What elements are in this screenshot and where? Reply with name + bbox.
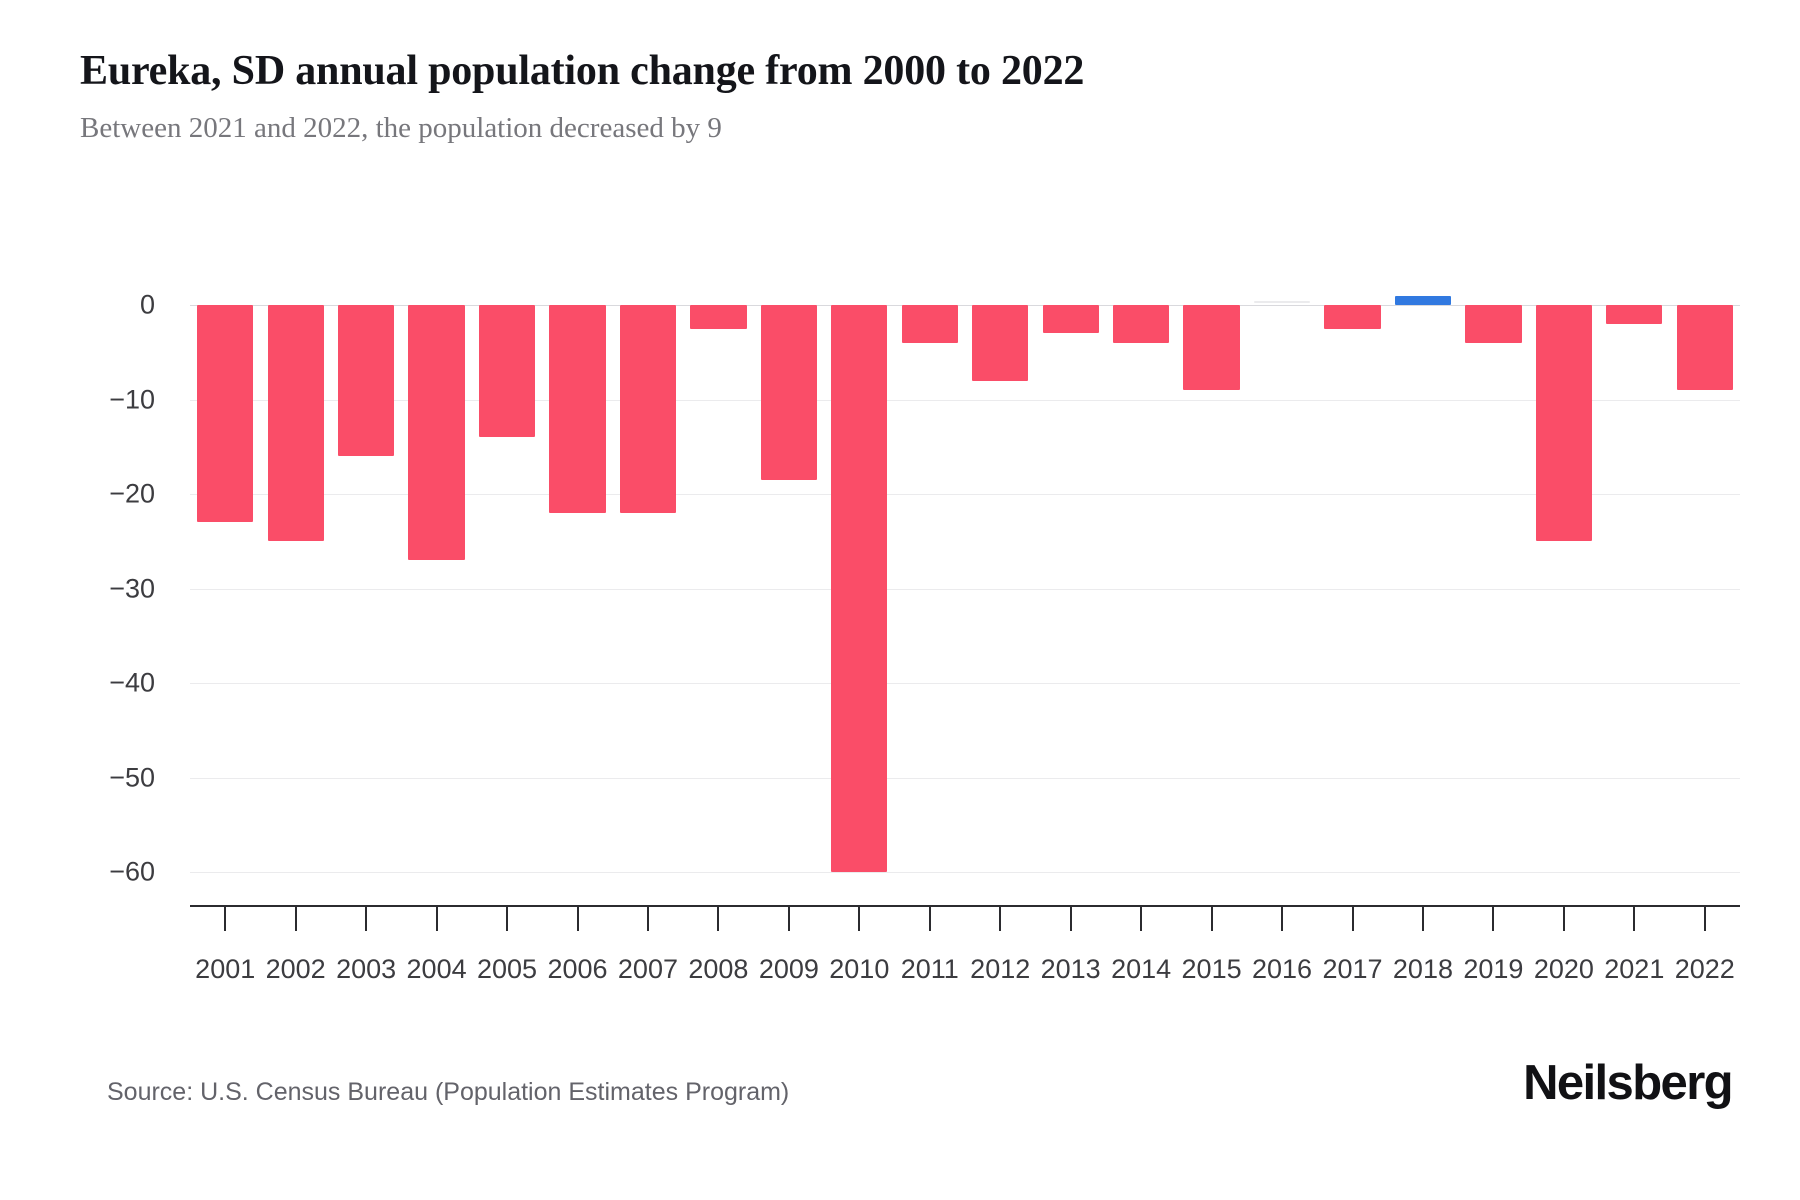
x-axis-tick-label-2022: 2022 — [1674, 954, 1735, 984]
x-axis-tick-label-2020: 2020 — [1533, 954, 1594, 984]
x-axis-tick-mark — [365, 907, 368, 931]
gridline — [190, 872, 1740, 873]
x-axis-tick-label-2016: 2016 — [1251, 954, 1313, 984]
x-axis-tick-mark — [1562, 907, 1565, 931]
x-axis-tick-label-2003: 2003 — [336, 954, 397, 984]
y-axis-tick-label: −20 — [109, 478, 155, 509]
x-axis-tick-mark — [999, 907, 1002, 931]
bar-2006[interactable] — [549, 305, 606, 513]
bar-2022[interactable] — [1676, 305, 1733, 391]
y-axis-tick-label: −40 — [109, 667, 155, 698]
x-axis-tick-label-2006: 2006 — [547, 954, 608, 984]
bar-2010[interactable] — [831, 305, 888, 872]
x-axis-tick-label-2019: 2019 — [1463, 954, 1524, 984]
bar-2009[interactable] — [760, 305, 818, 480]
x-axis-tick-label-2004: 2004 — [406, 954, 467, 984]
x-axis-tick-mark — [1492, 907, 1495, 931]
x-axis-line — [190, 905, 1740, 907]
neilsberg-logo: Neilsberg — [1523, 1056, 1734, 1110]
x-axis-tick-label-2011: 2011 — [900, 954, 959, 984]
page-title: Eureka, SD annual population change from… — [80, 48, 1085, 94]
bar-2019[interactable] — [1465, 305, 1522, 343]
x-axis-tick-mark — [1210, 907, 1213, 931]
bar-2014[interactable] — [1112, 305, 1170, 343]
x-axis-tick-label-2001: 2001 — [195, 954, 256, 984]
bar-2008[interactable] — [690, 305, 747, 329]
bar-2007[interactable] — [619, 305, 677, 513]
source-note: Source: U.S. Census Bureau (Population E… — [107, 1078, 790, 1106]
bar-2018[interactable] — [1394, 295, 1452, 305]
x-axis-tick-mark — [224, 907, 227, 931]
x-axis-tick-mark — [294, 907, 297, 931]
x-axis-tick-label-2002: 2002 — [265, 954, 326, 984]
bar-2020[interactable] — [1535, 305, 1593, 542]
bar-2005[interactable] — [478, 305, 536, 438]
y-axis-tick-label: 0 — [139, 289, 155, 320]
bar-2016[interactable] — [1253, 301, 1311, 303]
gridline — [190, 588, 1740, 590]
x-axis-tick-mark — [717, 907, 720, 931]
x-axis-tick-mark — [1281, 907, 1284, 931]
gridline — [190, 683, 1740, 684]
bar-2002[interactable] — [267, 305, 324, 542]
x-axis-tick-mark — [858, 907, 861, 931]
chart-header: Eureka, SD annual population change from… — [80, 48, 1730, 146]
x-axis-tick-label-2013: 2013 — [1040, 954, 1101, 984]
bar-2004[interactable] — [408, 305, 465, 561]
zero-axis-line — [190, 305, 1740, 306]
x-axis-tick-mark — [1140, 907, 1143, 931]
x-axis-tick-mark — [1703, 907, 1706, 931]
gridline — [190, 494, 1740, 495]
x-axis-tick-label-2021: 2021 — [1604, 954, 1665, 984]
bar-2021[interactable] — [1606, 305, 1663, 324]
chart-subtitle: Between 2021 and 2022, the population de… — [80, 112, 722, 145]
x-axis-tick-label-2017: 2017 — [1322, 954, 1383, 984]
x-axis-tick-label-2010: 2010 — [829, 954, 890, 984]
y-axis-tick-label: −60 — [109, 856, 155, 887]
x-axis-tick-label-2008: 2008 — [688, 954, 749, 984]
bar-2003[interactable] — [337, 305, 395, 457]
bar-2011[interactable] — [901, 305, 958, 343]
bar-2001[interactable] — [197, 305, 254, 523]
gridline — [190, 399, 1740, 401]
x-axis-tick-mark — [576, 907, 579, 931]
x-axis-tick-label-2012: 2012 — [970, 954, 1031, 984]
bar-2012[interactable] — [972, 305, 1029, 381]
x-axis-tick-mark — [506, 907, 509, 931]
x-axis-tick-mark — [928, 907, 931, 931]
y-axis-tick-label: −50 — [109, 762, 155, 792]
x-axis-tick-mark — [1351, 907, 1354, 931]
y-axis-tick-label: −10 — [109, 384, 155, 414]
bar-2015[interactable] — [1183, 305, 1240, 391]
x-axis-tick-mark — [1421, 907, 1424, 931]
x-axis-tick-label-2015: 2015 — [1181, 954, 1242, 984]
x-axis-tick-mark — [435, 907, 438, 931]
gridline — [190, 777, 1740, 779]
x-axis-tick-mark — [1069, 907, 1072, 931]
bar-2013[interactable] — [1042, 305, 1099, 334]
x-axis-tick-label-2014: 2014 — [1111, 954, 1172, 984]
x-axis-tick-mark — [787, 907, 790, 931]
x-axis-tick-label-2005: 2005 — [476, 954, 538, 984]
x-axis-tick-label-2009: 2009 — [758, 954, 819, 984]
x-axis-tick-label-2007: 2007 — [617, 954, 678, 984]
bar-2017[interactable] — [1324, 305, 1381, 329]
x-axis-tick-label-2018: 2018 — [1392, 954, 1453, 984]
x-axis-tick-mark — [646, 907, 649, 931]
y-axis-tick-label: −30 — [109, 573, 155, 603]
x-axis-tick-mark — [1633, 907, 1636, 931]
